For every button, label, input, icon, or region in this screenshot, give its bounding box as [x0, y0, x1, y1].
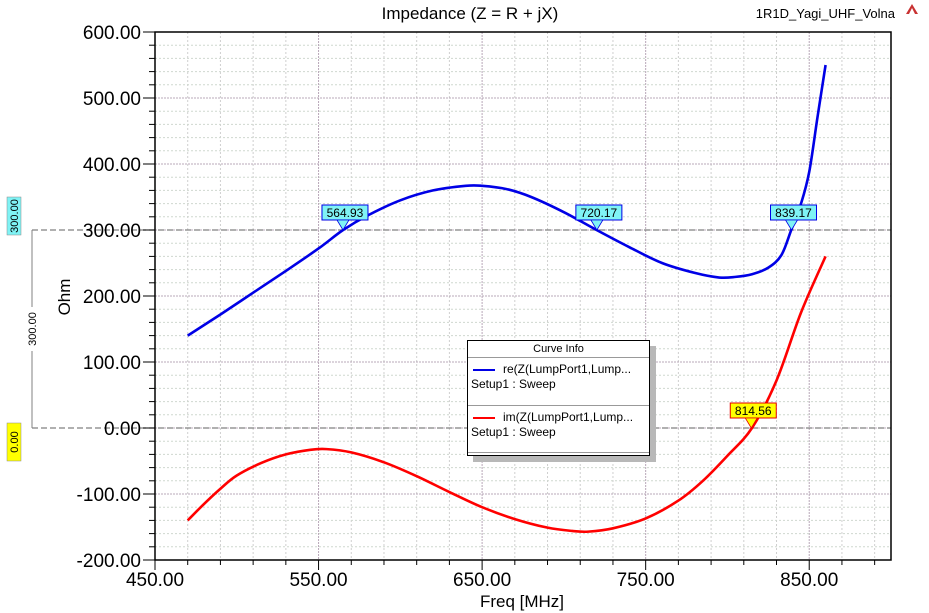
marker-label: 814.56 [735, 404, 772, 418]
marker-label: 720.17 [581, 206, 618, 220]
project-name: 1R1D_Yagi_UHF_Volna [756, 6, 896, 21]
x-axis-label: Freq [MHz] [480, 592, 564, 611]
delta-label: 300.00 [27, 312, 39, 346]
series-line-re [187, 64, 827, 337]
marker-814-56: 814.56 [729, 402, 777, 429]
y-tick-label: 200.00 [83, 287, 141, 308]
marker-label: 564.93 [327, 206, 364, 220]
series-group [186, 64, 827, 534]
x-tick-label: 750.00 [617, 570, 675, 591]
marker-pointer [590, 219, 604, 231]
y-tick-label: 400.00 [83, 155, 141, 176]
delta-sidebar: 300.00 0.00 300.00 [6, 196, 39, 462]
legend-name-re: re(Z(LumpPort1,Lump... [503, 362, 632, 376]
chart-title: Impedance (Z = R + jX) [382, 4, 559, 23]
y-tick-label: 300.00 [83, 221, 141, 242]
reference-label-box [6, 196, 22, 236]
legend-setup-im: Setup1 : Sweep [471, 425, 556, 439]
marker-564-93: 564.93 [321, 204, 369, 231]
y-tick-label: -100.00 [77, 485, 141, 506]
axes: 600.00 500.00 400.00 300.00 200.00 100.00 0.00… [77, 23, 892, 591]
reference-label: 0.00 [9, 431, 21, 452]
legend-name-im: im(Z(LumpPort1,Lump... [503, 410, 634, 424]
series-line-im [186, 255, 827, 534]
y-tick-label: -200.00 [77, 551, 141, 572]
legend-title: Curve Info [468, 341, 649, 358]
legend-swatch-im [473, 416, 495, 419]
x-tick-label: 450.00 [126, 570, 184, 591]
x-tick-label: 550.00 [289, 570, 347, 591]
y-tick-label: 600.00 [83, 23, 141, 44]
delta-label-bg [26, 307, 38, 351]
markers-group: 564.93 720.17 839.17 814.56 [321, 204, 818, 429]
marker-pointer [336, 219, 350, 231]
marker-839-17: 839.17 [770, 204, 818, 231]
curve-info-legend[interactable]: Curve Info re(Z(LumpPort1,Lump... Setup1… [467, 340, 650, 456]
y-axis-label: Ohm [55, 279, 74, 316]
marker-pointer [744, 417, 758, 429]
y-tick-label: 0.00 [104, 419, 141, 440]
y-tick-label: 500.00 [83, 89, 141, 110]
legend-swatch-re [473, 368, 495, 371]
marker-label: 839.17 [775, 206, 812, 220]
y-tick-label: 100.00 [83, 353, 141, 374]
x-tick-label: 850.00 [780, 570, 838, 591]
legend-entry-im[interactable]: im(Z(LumpPort1,Lump... Setup1 : Sweep [468, 406, 649, 453]
marker-720-17: 720.17 [575, 204, 623, 231]
marker-pointer [784, 219, 799, 231]
reference-label: 300.00 [9, 199, 21, 233]
reference-lines [32, 229, 891, 429]
x-tick-label: 650.00 [453, 570, 511, 591]
reference-label-box [6, 422, 22, 462]
legend-setup-re: Setup1 : Sweep [471, 377, 556, 391]
ansys-logo-icon [906, 4, 918, 14]
grid [155, 32, 891, 560]
legend-entry-re[interactable]: re(Z(LumpPort1,Lump... Setup1 : Sweep [468, 358, 649, 406]
